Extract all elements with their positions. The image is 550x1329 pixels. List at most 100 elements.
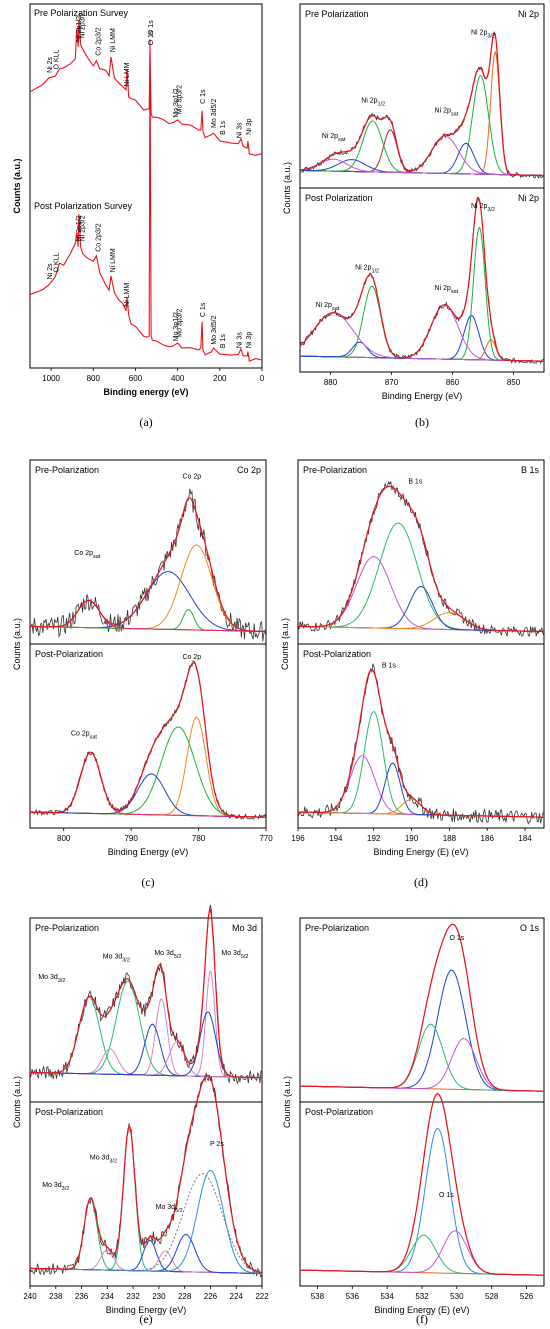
x-tick-label: 860 [446,378,460,387]
peak-label: Mo 3d5/2 [221,950,248,960]
fit-envelope [30,497,266,633]
fit-component [300,1023,544,1092]
subplot-title: Pre-Polarization [305,923,369,933]
subplot-title: Post Polarization [305,193,373,203]
x-tick-label: 880 [324,378,338,387]
subplot-corner-label: Mo 3d [232,923,257,933]
plot-frame [29,3,263,369]
x-tick-label: 1000 [42,374,60,383]
subplot-corner-label: Ni 2p [518,193,539,203]
x-axis-label: Binding Energy (eV) [106,1305,187,1315]
peak-label: O 1s [439,1192,454,1199]
subplot-post: Post-Polarization Mo 3d3/2 Mo 3d3/2 Mo 3d5/… [29,1072,263,1278]
panel-caption: (c) [141,875,154,889]
x-tick-label: 224 [230,1292,244,1301]
peak-label: Mo 3p1/2 [173,88,180,117]
peak-label: Co 2p3/2 [95,27,102,56]
x-tick-label: 226 [204,1292,218,1301]
peak-label: O KLL [53,50,60,70]
fit-envelope [30,908,262,1079]
subplot-title: Post-Polarization [35,1107,103,1117]
panel-f: 538 536 534 532 530 528 526 Binding Energy (E) … [282,917,545,1326]
peak-label: Ni 2s [47,263,54,279]
peak-label: Ni LMM [124,283,131,307]
fit-component [30,1173,263,1274]
peak-label: O 1s [148,30,155,45]
panel-caption: (d) [414,875,428,889]
x-tick-label: 192 [367,834,381,843]
peak-label: Co 2psat [71,731,97,741]
x-tick-label: 236 [75,1292,89,1301]
peak-label: Ni 2psat [322,133,346,143]
fit-component [30,751,266,818]
peak-label: Ni 3p [246,118,253,134]
peak-label: Ni 2p1/2 [355,264,379,274]
x-tick-label: 400 [171,374,185,383]
fit-envelope [30,662,266,818]
peak-label: Co 2psat [74,550,100,560]
subplot-pre: Pre-Polarization Co 2p Co 2p Co 2psat [29,465,267,642]
subplot-pre: Pre-Polarization Mo 3d Mo 3d3/2 Mo 3d3/2 Mo … [29,904,263,1085]
x-tick-label: 532 [415,1292,429,1301]
raw-spectrum [297,663,545,825]
x-tick-label: 238 [49,1292,63,1301]
fit-component [30,1250,262,1274]
peak-label: Ni 3s [236,122,243,138]
x-tick-label: 188 [443,834,457,843]
peak-label: B 1s [220,120,227,135]
fit-envelope [300,1093,544,1276]
subplot-corner-label: Ni 2p [518,9,539,19]
x-tick-label: 538 [311,1292,325,1301]
peak-label: B 1s [408,479,423,486]
fit-component [30,726,266,818]
peak-label: Mo 3p3/2 [177,85,184,114]
peak-label: Mo 3d5/2 [156,1204,183,1214]
peak-label: C 1s [200,302,207,317]
panel-a: 1000 800 600 400 200 0 Binding energy (eV) Coun… [12,3,265,429]
fit-component [300,74,544,176]
survey-series-pre [29,19,263,156]
subplot-post: Post-Polarization B 1s [297,649,545,825]
panel-d: 196 194 192 190 188 186 184 Binding Energy (E) … [280,459,545,889]
x-tick-label: 222 [255,1292,269,1301]
peak-label: Ni 2psat [316,302,340,312]
peak-label: Ni 2p1/2 [76,215,83,241]
x-tick-label: 870 [385,378,399,387]
subplot-title: Pre-Polarization [303,465,367,475]
fit-component [300,315,544,362]
peak-label: Ni 2s [47,56,54,72]
fit-envelope [299,196,544,362]
peak-label: B 1s [220,334,227,349]
x-tick-label: 240 [23,1292,37,1301]
peak-label: Mo 3d5/2 [211,315,218,344]
peak-label: Ni LMM [124,62,131,86]
subplot-title: Pre-Polarization [35,923,99,933]
survey-series-post [29,39,263,362]
fit-component [300,226,544,362]
x-tick-label: 232 [126,1292,140,1301]
fit-component [300,339,544,362]
fit-component [300,1127,544,1276]
fit-component [30,969,262,1079]
x-tick-label: 790 [124,834,138,843]
subplot-title: Post-Polarization [35,649,103,659]
raw-spectrum [29,660,267,820]
fit-component [300,969,544,1092]
raw-spectrum [297,480,545,638]
x-axis-label: Binding Energy (eV) [108,847,189,857]
peak-label: O KLL [53,252,60,272]
x-tick-label: 200 [213,374,227,383]
peak-label: Ni 2p3/2 [471,29,495,39]
x-tick-label: 196 [291,834,305,843]
x-tick-label: 536 [346,1292,360,1301]
peak-label: Mo 3d5/2 [154,950,181,960]
peak-label: Mo 3d3/2 [103,954,130,964]
fit-component [300,1230,544,1276]
x-axis-label: Binding energy (eV) [103,387,188,397]
fit-component [30,980,262,1079]
x-tick-label: 800 [87,374,101,383]
peak-label: Ni 2p3/2 [471,203,495,213]
fit-envelope [300,923,544,1092]
x-tick-label: 526 [520,1292,534,1301]
